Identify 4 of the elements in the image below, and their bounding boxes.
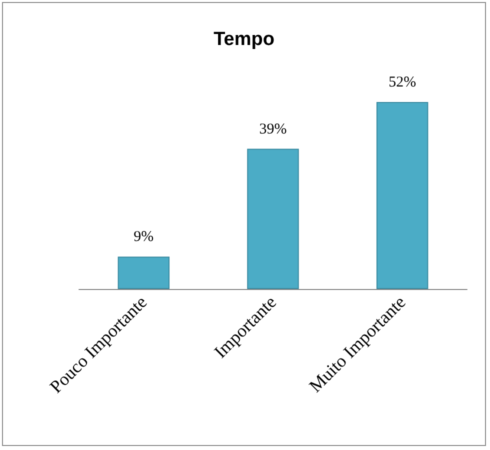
- chart-title: Tempo: [214, 29, 274, 50]
- data-label: 39%: [259, 121, 287, 138]
- data-label: 52%: [388, 74, 416, 90]
- data-label: 9%: [134, 229, 154, 246]
